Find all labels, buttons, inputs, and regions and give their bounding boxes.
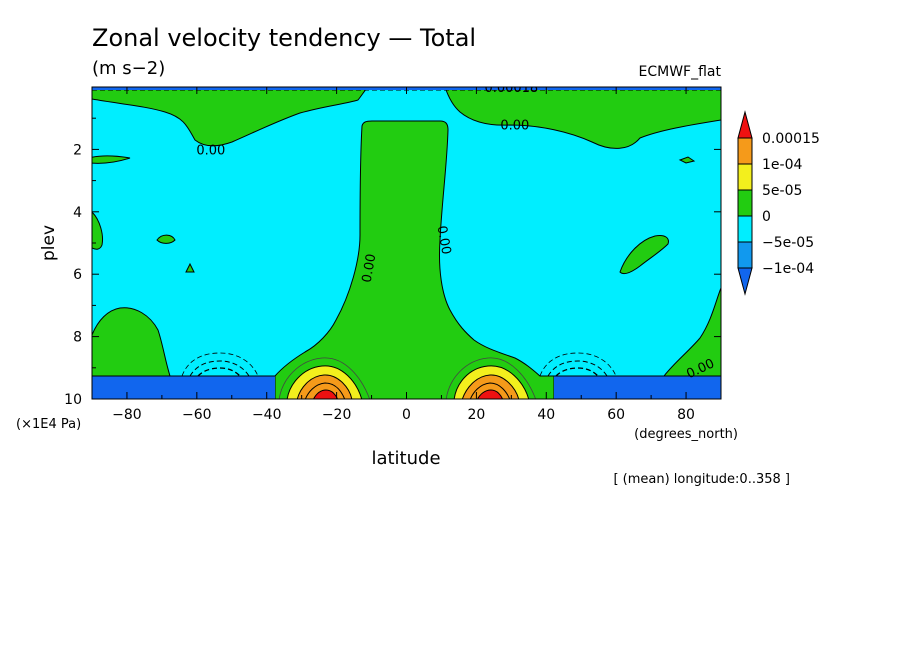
mean-longitude-note: [ (mean) longitude:0..358 ] bbox=[613, 472, 790, 487]
contour-label: 0.00 bbox=[360, 253, 380, 284]
chart-subtitle: (m s−2) bbox=[92, 58, 165, 79]
colorbar-swatch bbox=[737, 137, 753, 165]
colorbar-label: −1e-04 bbox=[762, 261, 814, 277]
neg-right-2 bbox=[547, 360, 608, 377]
x-tick-label: 20 bbox=[467, 407, 485, 423]
x-tick-label: 60 bbox=[607, 407, 625, 423]
thin-contour-right bbox=[445, 357, 537, 399]
x-axis-units: (degrees_north) bbox=[634, 427, 738, 442]
neg-left-3 bbox=[197, 367, 241, 377]
contour-label: 0.00 bbox=[434, 225, 454, 256]
contour-labels: 0.000.000.000.000.000.00018 bbox=[196, 81, 717, 382]
right-lower-positive-region bbox=[662, 287, 721, 377]
y-tick-label: 6 bbox=[73, 267, 82, 283]
x-axis: −80 −60 −40 −20 0 20 40 60 80 bbox=[91, 87, 722, 423]
neg-left-1 bbox=[181, 352, 259, 377]
central-positive-column bbox=[274, 120, 555, 399]
colorbar-swatch bbox=[737, 241, 753, 269]
negative-band-right bbox=[554, 376, 721, 399]
y-axis: 2 4 6 8 10 bbox=[64, 117, 721, 408]
right-mid-positive-patch bbox=[619, 235, 669, 275]
y-axis-label: plev bbox=[39, 225, 59, 261]
chart-title: Zonal velocity tendency — Total bbox=[92, 24, 476, 52]
contour-label: 0.00 bbox=[196, 143, 225, 158]
colorbar-swatch bbox=[737, 163, 753, 191]
contour-label: 0.00 bbox=[500, 118, 529, 133]
neg-right-3 bbox=[555, 367, 599, 377]
small-patch-d bbox=[678, 156, 696, 164]
colorbar-label: 0 bbox=[762, 209, 771, 225]
left-lower-positive-region bbox=[92, 307, 171, 377]
x-tick-label: 40 bbox=[537, 407, 555, 423]
top-left-positive-region bbox=[92, 87, 369, 147]
positive-lobe-right bbox=[453, 365, 530, 399]
colorbar-swatch bbox=[737, 215, 753, 243]
x-axis-label: latitude bbox=[371, 448, 440, 469]
small-patch-a bbox=[92, 155, 131, 164]
dataset-label: ECMWF_flat bbox=[639, 64, 722, 80]
x-tick-label: −80 bbox=[112, 407, 142, 423]
lobe-right-red bbox=[476, 389, 504, 399]
colorbar-max-arrow bbox=[737, 110, 753, 139]
colorbar-swatch bbox=[737, 189, 753, 217]
colorbar-label: 1e-04 bbox=[762, 157, 802, 173]
y-tick-label: 2 bbox=[73, 142, 82, 158]
left-edge-positive-patch bbox=[92, 211, 103, 250]
top-right-positive-region bbox=[444, 87, 721, 149]
positive-regions bbox=[92, 87, 721, 399]
small-patch-b bbox=[156, 234, 176, 244]
colorbar-label: −5e-05 bbox=[762, 235, 814, 251]
contour-label: 0.00018 bbox=[484, 81, 538, 96]
x-tick-label: 0 bbox=[402, 407, 411, 423]
x-tick-label: −60 bbox=[182, 407, 212, 423]
colorbar-min-arrow bbox=[737, 267, 753, 296]
small-patch-c bbox=[185, 262, 195, 273]
positive-lobe-left bbox=[286, 365, 363, 399]
y-tick-label: 4 bbox=[73, 205, 82, 221]
neg-left-2 bbox=[189, 360, 250, 377]
plot-area: 0.000.000.000.000.000.00018 bbox=[92, 81, 721, 399]
thin-contour-left bbox=[278, 357, 371, 399]
y-axis-units: (×1E4 Pa) bbox=[16, 417, 81, 432]
positive-thin-contours bbox=[278, 357, 537, 399]
negative-band-left bbox=[92, 376, 275, 399]
x-tick-label: 80 bbox=[677, 407, 695, 423]
x-tick-label: −20 bbox=[322, 407, 352, 423]
colorbar: 0.00015 1e-04 5e-05 0 −5e-05 −1e-04 bbox=[737, 110, 820, 296]
x-tick-label: −40 bbox=[252, 407, 282, 423]
colorbar-label: 0.00015 bbox=[762, 131, 820, 147]
neg-right-1 bbox=[539, 352, 617, 377]
colorbar-label: 5e-05 bbox=[762, 183, 802, 199]
y-tick-label: 10 bbox=[64, 392, 82, 408]
y-tick-label: 8 bbox=[73, 330, 82, 346]
